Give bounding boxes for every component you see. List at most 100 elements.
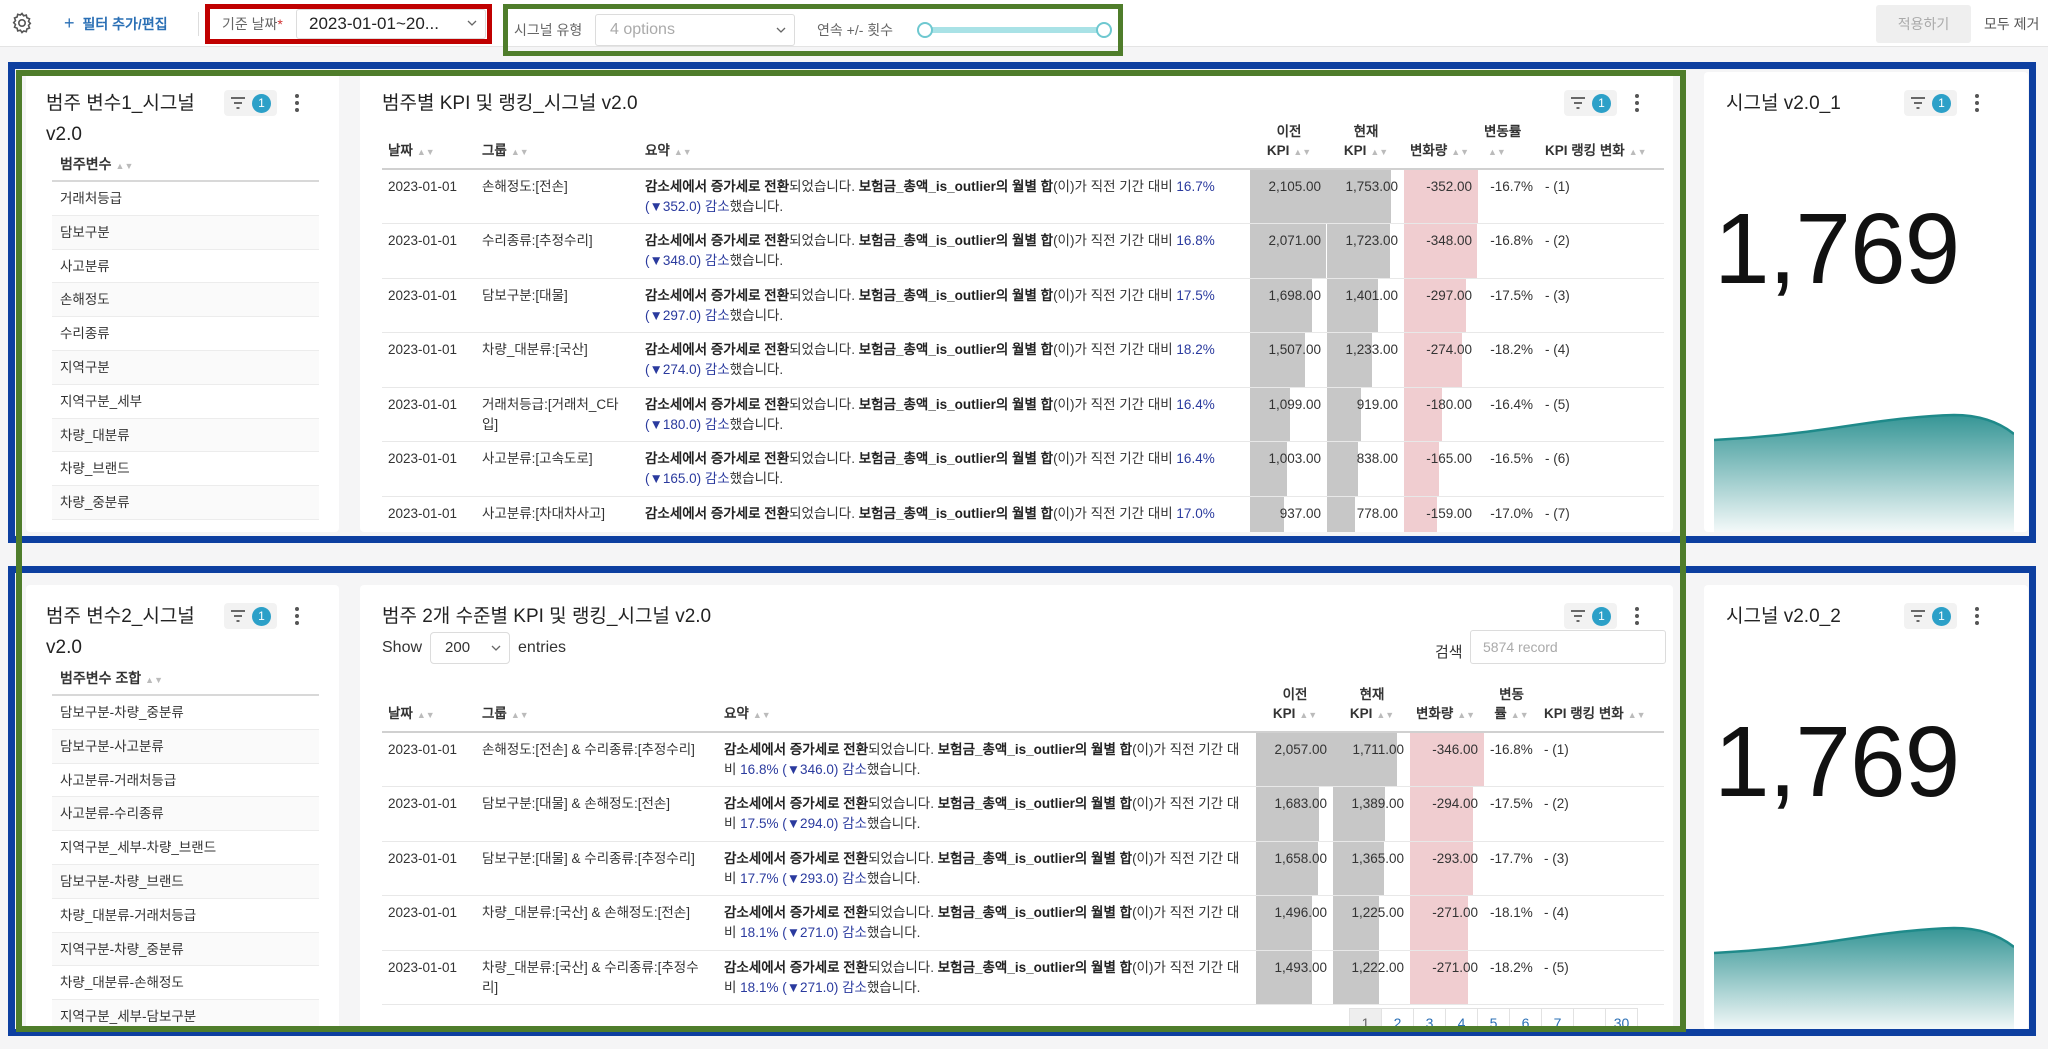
table-row[interactable]: 2023-01-01 손해정도:[전손] 감소세에서 증가세로 전환되었습니다. 보…: [382, 169, 1664, 224]
filter-count-badge: 1: [1932, 93, 1951, 113]
table-row[interactable]: 2023-01-01 담보구분:[대물] 감소세에서 증가세로 전환되었습니다. 보…: [382, 278, 1664, 333]
list-item[interactable]: 거래처등급: [52, 182, 319, 216]
list-item[interactable]: 손해정도: [52, 283, 319, 318]
page-button[interactable]: …: [1573, 1008, 1606, 1030]
col-prev-kpi[interactable]: 이전 KPI ▲▼: [1256, 685, 1333, 733]
slider-min-handle[interactable]: [917, 22, 933, 38]
kpi-bar: [1250, 442, 1287, 496]
col-change[interactable]: 변화량 ▲▼: [1404, 122, 1478, 170]
filter-icon: [231, 610, 245, 622]
add-filter-button[interactable]: + 필터 추가/편집: [64, 13, 168, 34]
list-item[interactable]: 차량_대분류-거래처등급: [52, 899, 319, 933]
list-item[interactable]: 지역구분_세부: [52, 385, 319, 419]
table-row[interactable]: 2023-01-01 손해정도:[전손] & 수리종류:[추정수리] 감소세에서 증…: [382, 732, 1664, 787]
list-item[interactable]: 담보구분-사고분류: [52, 729, 319, 764]
page-button[interactable]: 7: [1541, 1008, 1574, 1030]
list-item[interactable]: 사고분류-수리종류: [52, 797, 319, 832]
col-group[interactable]: 그룹 ▲▼: [476, 685, 718, 733]
col-prev-kpi[interactable]: 이전 KPI ▲▼: [1250, 122, 1327, 170]
panel-filter-button[interactable]: 1: [224, 90, 277, 116]
more-options-icon[interactable]: [1635, 94, 1639, 112]
panel-tools: 1: [224, 603, 299, 629]
apply-button[interactable]: 적용하기: [1876, 5, 1971, 43]
cell-change: -294.00: [1410, 786, 1484, 842]
panel-filter-button[interactable]: 1: [224, 603, 277, 629]
list-item[interactable]: 지역구분-차량_중분류: [52, 932, 319, 967]
list-item[interactable]: 지역구분_세부-담보구분: [52, 1000, 319, 1030]
table-row[interactable]: 2023-01-01 차량_대분류:[국산] & 손해정도:[전손] 감소세에서 증…: [382, 895, 1664, 951]
list-item[interactable]: 차량_브랜드: [52, 452, 319, 487]
gear-icon[interactable]: [10, 11, 34, 35]
table-row[interactable]: 2023-01-01 거래처등급:[거래처_C타입] 감소세에서 증가세로 전환되었…: [382, 387, 1664, 442]
page-length-select[interactable]: 200: [430, 632, 511, 664]
cell-prev-kpi: 1,683.00: [1256, 786, 1333, 842]
more-options-icon[interactable]: [1635, 607, 1639, 625]
col-date[interactable]: 날짜 ▲▼: [382, 122, 476, 170]
page-button[interactable]: 30: [1605, 1008, 1638, 1030]
list-item[interactable]: 담보구분-차량_브랜드: [52, 864, 319, 899]
col-date[interactable]: 날짜 ▲▼: [382, 685, 476, 733]
signal-type-select[interactable]: 4 options: [595, 14, 795, 46]
streak-range-slider[interactable]: [917, 22, 1112, 38]
panel-filter-button[interactable]: 1: [1904, 603, 1957, 629]
change-bar: [1404, 442, 1439, 496]
signal-type-label: 시그널 유형: [514, 22, 583, 38]
cell-rate: -17.5%: [1478, 278, 1539, 333]
table-row[interactable]: 2023-01-01 사고분류:[고속도로] 감소세에서 증가세로 전환되었습니다.…: [382, 441, 1664, 497]
kpi-bar: [1333, 841, 1385, 895]
table-row[interactable]: 2023-01-01 담보구분:[대물] & 손해정도:[전손] 감소세에서 증가세…: [382, 786, 1664, 842]
col-cur-kpi[interactable]: 현재 KPI ▲▼: [1327, 122, 1404, 170]
clear-all-button[interactable]: 모두 제거: [1984, 16, 2040, 32]
page-button[interactable]: 1: [1349, 1008, 1382, 1030]
change-bar: [1410, 950, 1468, 1004]
list-header[interactable]: 범주변수 ▲▼: [52, 148, 319, 182]
search-input[interactable]: 5874 record: [1470, 630, 1666, 664]
list-item[interactable]: 차량_대분류-손해정도: [52, 966, 319, 1001]
table-row[interactable]: 2023-01-01 사고분류:[차대차사고] 감소세에서 증가세로 전환되었습니다…: [382, 496, 1664, 532]
panel-filter-button[interactable]: 1: [1564, 90, 1617, 116]
col-rank-change[interactable]: KPI 랭킹 변화 ▲▼: [1538, 685, 1664, 733]
list-item[interactable]: 사고분류-거래처등급: [52, 764, 319, 798]
filter-icon: [1571, 97, 1585, 109]
list-item[interactable]: 차량_대분류: [52, 418, 319, 453]
list-item[interactable]: 수리종류: [52, 317, 319, 351]
table-row[interactable]: 2023-01-01 차량_대분류:[국산] 감소세에서 증가세로 전환되었습니다.…: [382, 332, 1664, 388]
panel-filter-button[interactable]: 1: [1904, 90, 1957, 116]
list-item[interactable]: 사고분류: [52, 250, 319, 284]
more-options-icon[interactable]: [1975, 94, 1979, 112]
table-row[interactable]: 2023-01-01 담보구분:[대물] & 수리종류:[추정수리] 감소세에서 증…: [382, 841, 1664, 896]
more-options-icon[interactable]: [295, 607, 299, 625]
col-rank-change[interactable]: KPI 랭킹 변화 ▲▼: [1539, 122, 1664, 170]
page-button[interactable]: 5: [1477, 1008, 1510, 1030]
cell-rate: -16.5%: [1478, 441, 1539, 497]
col-group[interactable]: 그룹 ▲▼: [476, 122, 639, 170]
more-options-icon[interactable]: [1975, 607, 1979, 625]
cell-summary: 감소세에서 증가세로 전환되었습니다. 보험금_총액_is_outlier의 월…: [639, 223, 1250, 279]
filter-count-badge: 1: [1932, 606, 1951, 626]
table-row[interactable]: 2023-01-01 차량_대분류:[국산] & 수리종류:[추정수리] 감소세에서…: [382, 950, 1664, 1005]
slider-max-handle[interactable]: [1096, 22, 1112, 38]
list-item[interactable]: 담보구분-차량_중분류: [52, 696, 319, 730]
change-bar: [1404, 387, 1442, 441]
list-item[interactable]: 지역구분_세부-차량_브랜드: [52, 831, 319, 865]
list-header[interactable]: 범주변수 조합 ▲▼: [52, 662, 319, 696]
col-cur-kpi[interactable]: 현재 KPI ▲▼: [1333, 685, 1410, 733]
col-summary[interactable]: 요약 ▲▼: [639, 122, 1250, 170]
more-options-icon[interactable]: [295, 94, 299, 112]
page-button[interactable]: 6: [1509, 1008, 1542, 1030]
panel-filter-button[interactable]: 1: [1564, 603, 1617, 629]
list-item[interactable]: 차량_중분류: [52, 486, 319, 520]
list-item[interactable]: 지역구분: [52, 350, 319, 385]
col-summary[interactable]: 요약 ▲▼: [718, 685, 1256, 733]
cell-change: -346.00: [1410, 732, 1484, 787]
date-range-select[interactable]: 2023-01-01~20...: [296, 9, 486, 39]
page-button[interactable]: 3: [1413, 1008, 1446, 1030]
page-button[interactable]: 2: [1381, 1008, 1414, 1030]
page-button[interactable]: 4: [1445, 1008, 1478, 1030]
col-rate[interactable]: 변동률▲▼: [1478, 122, 1539, 170]
cell-group: 차량_대분류:[국산] & 수리종류:[추정수리]: [476, 950, 718, 1005]
list-item[interactable]: 담보구분: [52, 215, 319, 250]
col-change[interactable]: 변화량 ▲▼: [1410, 685, 1484, 733]
table-row[interactable]: 2023-01-01 수리종류:[추정수리] 감소세에서 증가세로 전환되었습니다.…: [382, 223, 1664, 279]
